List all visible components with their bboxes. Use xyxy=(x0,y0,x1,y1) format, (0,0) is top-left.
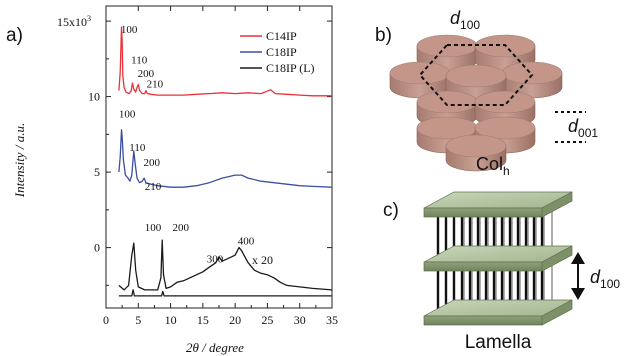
d100-label-c: d100 xyxy=(590,267,620,291)
y-tick-label: 10 xyxy=(88,90,100,104)
d001-label: d001 xyxy=(568,116,598,140)
x-axis-label: 2θ / degree xyxy=(186,340,244,355)
peak-label: 200 xyxy=(173,222,190,234)
peak-label: 300 xyxy=(207,254,224,266)
y-axis-label: Intensity / a.u. xyxy=(12,123,27,198)
series-line-1 xyxy=(118,129,333,188)
y-exponent: 15x103 xyxy=(57,14,91,29)
peak-label: 110 xyxy=(129,142,146,154)
peak-label: 200 xyxy=(143,157,160,169)
panel-a-label: a) xyxy=(6,25,23,46)
legend-label: C18IP xyxy=(266,45,297,59)
legend-label: C18IP (L) xyxy=(266,61,315,75)
x-tick-label: 10 xyxy=(165,313,177,327)
y-tick-label: 5 xyxy=(94,165,100,179)
lamella-plate xyxy=(423,299,573,326)
series-line-0 xyxy=(118,26,332,97)
legend-label: C14IP xyxy=(266,29,297,43)
peak-label: 100 xyxy=(119,109,136,121)
x-tick-label: 30 xyxy=(294,313,306,327)
hexagon-outline xyxy=(418,44,534,106)
lamella-plate xyxy=(423,191,573,218)
panel-c-label: c) xyxy=(383,200,399,221)
peak-label: 100 xyxy=(121,24,138,36)
series-lines xyxy=(118,26,333,297)
panel-b-label: b) xyxy=(375,25,392,46)
scale-annotation: x 20 xyxy=(252,253,273,267)
peak-label: 210 xyxy=(145,181,162,193)
x-tick-label: 0 xyxy=(103,313,109,327)
lamella-diagram xyxy=(423,191,573,326)
x-tick-label: 5 xyxy=(135,313,141,327)
peak-label: 210 xyxy=(147,79,164,91)
phase-label: Colh xyxy=(476,154,510,178)
x-axis-ticks: 0 5 10 15 20 25 30 35 xyxy=(103,6,338,327)
series-line-3 xyxy=(118,289,332,297)
y-tick-label: 0 xyxy=(94,241,100,255)
peak-label: 100 xyxy=(145,222,162,234)
columnar-discs xyxy=(389,34,563,172)
disc xyxy=(445,134,507,172)
d100-arrow xyxy=(571,252,585,300)
x-tick-label: 15 xyxy=(197,313,209,327)
peak-label: 200 xyxy=(138,68,155,80)
peak-label: 110 xyxy=(131,54,148,66)
d100-label-b: d100 xyxy=(450,8,480,32)
lamella-caption: Lamella xyxy=(465,332,532,353)
x-tick-label: 20 xyxy=(229,313,241,327)
x-tick-label: 25 xyxy=(261,313,273,327)
x-tick-label: 35 xyxy=(326,313,338,327)
lamella-plate xyxy=(423,245,573,272)
y-axis-ticks: 0 5 10 xyxy=(88,20,332,286)
chart-legend: C14IP C18IP C18IP (L) xyxy=(240,29,315,75)
peak-label: 400 xyxy=(238,236,255,248)
series-line-2 xyxy=(118,239,333,291)
